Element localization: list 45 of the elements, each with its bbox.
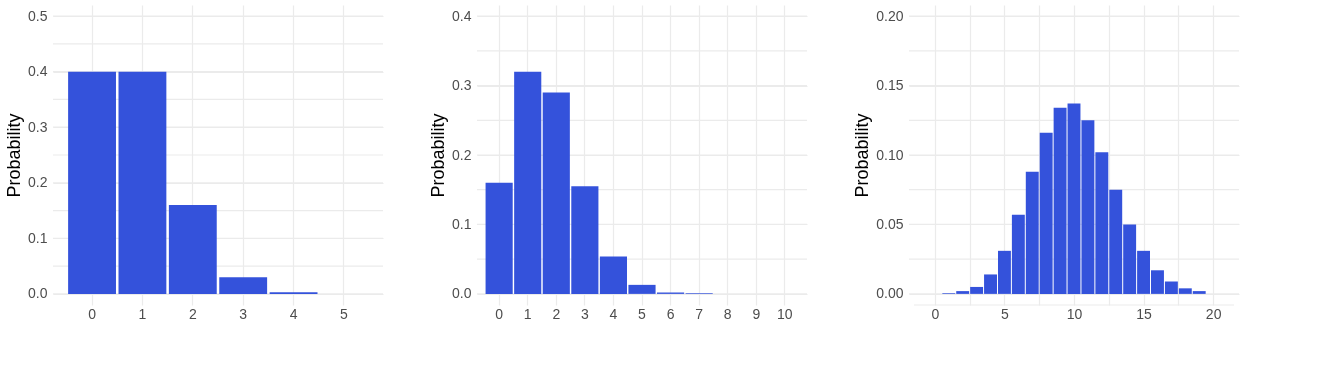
x-tick-label: 7 [695,305,704,322]
y-tick-label: 0.2 [28,174,48,191]
x-tick-label: 10 [777,305,793,322]
x-tick-label: 1 [523,305,532,322]
y-tick-label: 0.2 [452,146,472,163]
y-tick-label: 0.05 [876,215,904,232]
x-tick-label: 3 [239,305,248,322]
y-axis-title: Probability [4,113,25,198]
y-tick-label: 0.20 [876,7,904,24]
x-tick-label: 0 [88,305,97,322]
x-tick-label: 6 [666,305,675,322]
x-tick-label: 5 [638,305,647,322]
y-tick-label: 0.3 [452,77,472,94]
x-tick-label: 1 [138,305,147,322]
y-tick-label: 0.1 [452,215,472,232]
x-tick-label: 2 [188,305,197,322]
y-axis-title: Probability [852,113,873,198]
bar [219,277,268,294]
x-tick-label: 8 [723,305,732,322]
y-tick-label: 0.5 [28,7,48,24]
x-tick-label: 3 [580,305,589,322]
x-tick-label: 4 [289,305,298,322]
y-tick-label: 0.0 [28,285,48,302]
x-tick-label: 2 [552,305,561,322]
x-tick-label: 15 [1136,305,1153,322]
x-tick-label: 4 [609,305,618,322]
x-tick-label: 0 [495,305,504,322]
y-tick-label: 0.0 [452,285,472,302]
y-tick-label: 0.1 [28,229,48,246]
y-axis-title: Probability [428,113,449,198]
y-tick-label: 0.4 [452,7,472,24]
y-tick-label: 0.00 [876,285,904,302]
y-tick-label: 0.10 [876,146,904,163]
y-tick-label: 0.4 [28,63,48,80]
y-tick-label: 0.3 [28,118,48,135]
bar [168,205,217,294]
x-tick-label: 5 [340,305,349,322]
bar [118,71,167,294]
x-tick-label: 10 [1066,305,1083,322]
x-tick-label: 5 [1001,305,1010,322]
y-tick-label: 0.15 [876,77,904,94]
x-tick-label: 20 [1205,305,1222,322]
bar [68,71,116,294]
x-tick-label: 0 [931,305,940,322]
x-tick-label: 9 [752,305,761,322]
